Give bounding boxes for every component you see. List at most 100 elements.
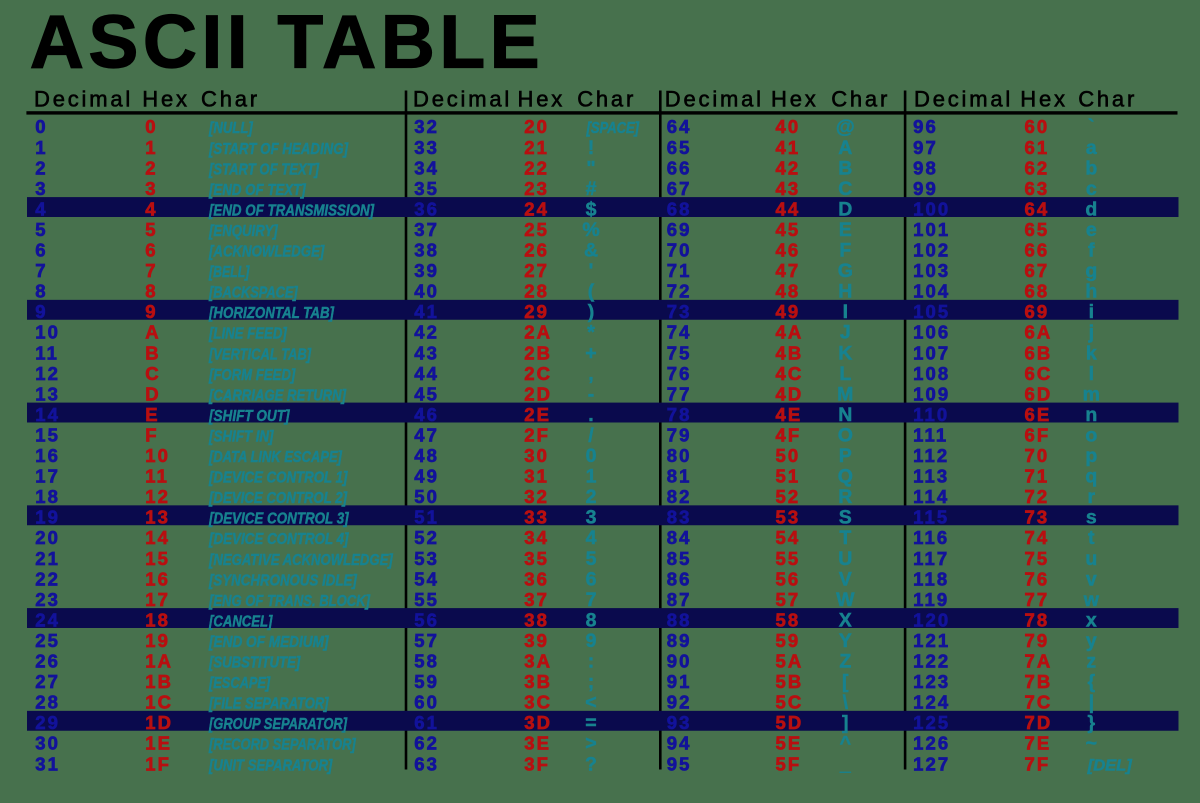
svg-text:A: A (838, 137, 852, 159)
svg-text:45: 45 (414, 383, 439, 404)
svg-text:5A: 5A (776, 651, 804, 672)
svg-text:$: $ (586, 198, 597, 220)
svg-text:58: 58 (776, 609, 801, 630)
svg-text:): ) (588, 301, 595, 323)
svg-text:f: f (1088, 240, 1095, 262)
svg-text:[RECORD SEPARATOR]: [RECORD SEPARATOR] (208, 737, 356, 754)
svg-text:108: 108 (913, 363, 950, 384)
svg-text:86: 86 (667, 568, 692, 589)
svg-text:77: 77 (667, 383, 692, 404)
svg-text:23: 23 (35, 589, 60, 610)
svg-text:4A: 4A (776, 322, 804, 343)
svg-text:2: 2 (145, 157, 157, 178)
svg-text:56: 56 (776, 568, 801, 589)
svg-text:50: 50 (414, 486, 439, 507)
svg-text:1C: 1C (145, 692, 173, 713)
svg-text:59: 59 (414, 671, 439, 692)
svg-text:[ESCAPE]: [ESCAPE] (208, 675, 271, 692)
svg-text:2F: 2F (524, 424, 550, 445)
svg-text:a: a (1086, 137, 1097, 159)
svg-text:73: 73 (1025, 507, 1050, 528)
svg-text:[SHIFT OUT]: [SHIFT OUT] (208, 408, 290, 425)
svg-text:[DEVICE CONTROL 2]: [DEVICE CONTROL 2] (208, 490, 347, 507)
svg-text:6B: 6B (1025, 342, 1053, 363)
svg-text:1B: 1B (145, 671, 173, 692)
svg-text:F: F (839, 240, 851, 262)
svg-text:[END OF MEDIUM]: [END OF MEDIUM] (208, 634, 329, 651)
svg-text:y: y (1086, 630, 1097, 652)
svg-text:78: 78 (667, 404, 692, 425)
svg-text:Decimal: Decimal (34, 87, 133, 112)
svg-text:65: 65 (1025, 219, 1050, 240)
svg-text:[GROUP SEPARATOR]: [GROUP SEPARATOR] (208, 716, 347, 733)
svg-text:35: 35 (414, 178, 439, 199)
svg-text:31: 31 (524, 466, 549, 487)
svg-text:1: 1 (35, 137, 47, 158)
svg-text:Char: Char (831, 87, 890, 112)
svg-text:4E: 4E (776, 404, 803, 425)
svg-text:79: 79 (667, 424, 692, 445)
svg-text:73: 73 (667, 301, 692, 322)
svg-text:_: _ (839, 753, 852, 775)
svg-text:5: 5 (586, 548, 597, 570)
svg-text:35: 35 (524, 548, 549, 569)
svg-text:21: 21 (35, 548, 60, 569)
svg-text:56: 56 (414, 609, 439, 630)
svg-text:[DATA LINK ESCAPE]: [DATA LINK ESCAPE] (208, 449, 342, 466)
svg-text:3F: 3F (524, 753, 550, 774)
svg-text:6C: 6C (1025, 363, 1053, 384)
svg-text:5E: 5E (776, 733, 803, 754)
svg-text:ASCII TABLE: ASCII TABLE (30, 0, 540, 84)
svg-text:19: 19 (145, 630, 170, 651)
svg-text:[CARRIAGE RETURN]: [CARRIAGE RETURN] (208, 387, 346, 404)
svg-text:72: 72 (667, 281, 692, 302)
svg-text:g: g (1085, 260, 1097, 282)
svg-text:[DEVICE CONTROL 1]: [DEVICE CONTROL 1] (208, 470, 348, 487)
svg-text:0: 0 (586, 445, 597, 467)
svg-text:47: 47 (776, 260, 801, 281)
svg-text:G: G (838, 260, 853, 282)
svg-text:6D: 6D (1025, 383, 1053, 404)
svg-text:": " (586, 157, 595, 179)
svg-text:q: q (1085, 466, 1097, 488)
svg-text:X: X (839, 609, 852, 631)
svg-text:3: 3 (145, 178, 157, 199)
svg-text:7F: 7F (1025, 753, 1051, 774)
svg-text:97: 97 (913, 137, 938, 158)
svg-text:114: 114 (913, 486, 949, 507)
svg-text:76: 76 (1025, 568, 1050, 589)
svg-text:92: 92 (667, 692, 692, 713)
svg-text:@: @ (836, 116, 855, 138)
svg-text:55: 55 (776, 548, 801, 569)
svg-text:2: 2 (35, 157, 47, 178)
svg-text:&: & (584, 240, 598, 262)
svg-text:64: 64 (667, 116, 692, 137)
svg-text:m: m (1083, 383, 1100, 405)
svg-text:8: 8 (586, 609, 597, 631)
svg-text:[SUBSTITUTE]: [SUBSTITUTE] (208, 655, 301, 672)
svg-text:127: 127 (913, 753, 950, 774)
svg-text:21: 21 (524, 137, 549, 158)
svg-text:3A: 3A (524, 651, 552, 672)
svg-text:27: 27 (524, 260, 549, 281)
svg-text:90: 90 (667, 651, 692, 672)
svg-text:[DEVICE CONTROL 3]: [DEVICE CONTROL 3] (208, 511, 349, 528)
svg-text:18: 18 (145, 609, 170, 630)
svg-text:57: 57 (414, 630, 439, 651)
svg-text:123: 123 (913, 671, 950, 692)
svg-text:v: v (1086, 568, 1097, 590)
svg-text:7: 7 (586, 589, 597, 611)
svg-text:<: < (585, 692, 596, 714)
svg-text:4: 4 (586, 527, 597, 549)
svg-text:[START OF HEADING]: [START OF HEADING] (208, 141, 348, 158)
svg-text:^: ^ (840, 733, 851, 755)
svg-text:w: w (1083, 589, 1100, 611)
svg-text:9: 9 (586, 630, 597, 652)
svg-text:Q: Q (838, 466, 853, 488)
svg-text:(: ( (588, 281, 595, 303)
svg-text:\: \ (843, 692, 849, 714)
svg-text:71: 71 (1025, 466, 1050, 487)
svg-text:U: U (838, 548, 852, 570)
svg-text:52: 52 (414, 527, 439, 548)
svg-text:49: 49 (776, 301, 801, 322)
